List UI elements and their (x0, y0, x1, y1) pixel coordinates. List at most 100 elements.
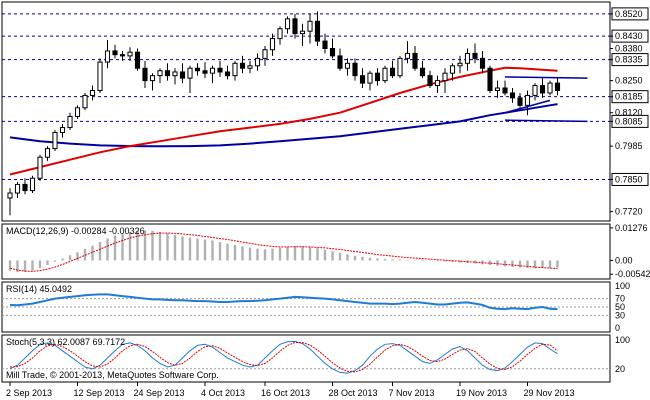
macd-bar (286, 246, 289, 261)
macd-bar (293, 246, 297, 261)
macd-title: MACD(12,26,9) -0.00284 -0.00326 (6, 226, 145, 236)
candle-body (202, 70, 208, 74)
macd-bar (533, 260, 537, 269)
macd-bar (136, 230, 139, 261)
candle-body (322, 40, 328, 49)
macd-tick-label: -0.00542 (615, 269, 650, 279)
candle-body (59, 127, 66, 134)
macd-bar (353, 255, 357, 261)
stoch-panel: 100 20 Stoch(5,3,3) 62.0087 69.7172 Mill … (1, 334, 630, 383)
macd-bar (361, 256, 364, 261)
macd-bar (226, 243, 229, 261)
rsi-tick-label: 50 (615, 302, 625, 312)
x-tick-label: 2 Sep 2013 (6, 388, 52, 398)
macd-bar (556, 260, 559, 268)
candle-body (494, 87, 501, 91)
candle-body (164, 70, 171, 77)
candle-body (314, 20, 321, 42)
macd-bar (496, 260, 499, 266)
macd-bar (511, 260, 514, 268)
macd-tick-label: 0.01276 (615, 223, 648, 233)
x-tick-label: 12 Sep 2013 (74, 388, 125, 398)
x-tick-label: 7 Nov 2013 (389, 388, 435, 398)
macd-bar (323, 249, 327, 261)
candle-body (404, 52, 411, 59)
candle-body (337, 55, 343, 69)
macd-bar (173, 234, 177, 261)
price-moving-averages (9, 66, 588, 176)
macd-bar (23, 260, 27, 272)
x-tick-label: 29 Nov 2013 (524, 388, 575, 398)
candle-body (344, 62, 351, 69)
candle-body (239, 62, 246, 69)
stoch-panel-frame (1, 334, 611, 383)
candle-body (44, 148, 51, 158)
macd-bar (301, 246, 304, 261)
y-tick-label: 0.8380 (615, 43, 643, 53)
macd-bar (31, 260, 34, 271)
macd-bar (158, 231, 162, 261)
candle-body (172, 71, 178, 77)
price-candles (7, 11, 561, 216)
macd-bar (263, 249, 267, 261)
macd-bar (256, 248, 259, 261)
candle-body (52, 132, 58, 150)
candle-body (97, 61, 103, 91)
candle-body (352, 62, 358, 77)
candle-body (329, 47, 336, 57)
y-tick-label: 0.8185 (615, 92, 643, 102)
macd-bar (331, 251, 334, 261)
candle-body (37, 156, 43, 179)
candle-body (134, 51, 141, 69)
candle-body (22, 183, 28, 192)
y-tick-label: 0.8520 (615, 9, 643, 19)
candle-body (509, 92, 516, 99)
candle-body (104, 50, 111, 63)
macd-bar (76, 252, 79, 261)
candle-body (517, 97, 523, 106)
y-tick-label: 0.8120 (615, 108, 643, 118)
candle-body (397, 57, 403, 77)
macd-bar (196, 238, 199, 261)
macd-bar (151, 230, 154, 261)
price-axis: 0.8520 0.8430 0.8380 0.8335 0.8250 0.8185 0.81… (610, 7, 649, 217)
candle-body (449, 65, 456, 74)
candle-body (29, 177, 36, 192)
macd-bar (106, 238, 109, 261)
candle-body (262, 49, 268, 59)
macd-bar (248, 247, 252, 261)
trend-line (504, 119, 588, 123)
macd-bar (218, 242, 222, 261)
candle-body (89, 89, 96, 96)
y-tick-label: 0.8335 (615, 55, 643, 65)
macd-bar (421, 260, 424, 261)
candle-body (14, 183, 21, 194)
candle-body (247, 65, 253, 69)
macd-bar (391, 259, 394, 261)
macd-bar (53, 260, 57, 262)
candle-body (67, 115, 73, 129)
candle-body (554, 82, 561, 91)
candle-body (187, 67, 193, 79)
macd-bar (308, 247, 312, 261)
price-grid (2, 13, 610, 180)
x-tick-label: 16 Oct 2013 (261, 388, 310, 398)
macd-bar (46, 260, 49, 266)
time-axis: 2 Sep 2013 12 Sep 2013 24 Sep 2013 4 Oct 20… (6, 382, 575, 398)
candle-body (7, 192, 13, 199)
candle-body (217, 67, 223, 73)
macd-bar (166, 233, 169, 261)
macd-bar (443, 260, 447, 262)
stoch-tick-label: 20 (615, 364, 625, 374)
candle-body (524, 94, 531, 106)
stoch-title: Stoch(5,3,3) 62.0087 69.7172 (6, 337, 125, 347)
macd-bar (503, 260, 507, 267)
candle-body (209, 67, 216, 74)
macd-bar (518, 260, 522, 268)
macd-panel: 0.01276 0.00 -0.00542 MACD(12,26,9) -0.002… (1, 223, 650, 280)
macd-bar (61, 258, 64, 261)
macd-bar (241, 246, 244, 261)
